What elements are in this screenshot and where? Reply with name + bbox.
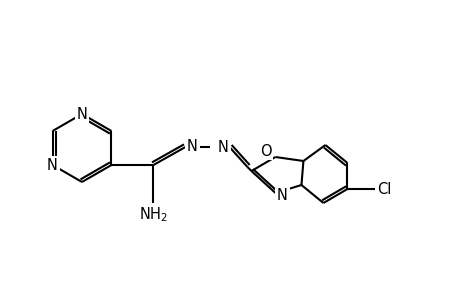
Text: Cl: Cl bbox=[377, 182, 391, 196]
Text: N: N bbox=[218, 140, 229, 154]
Text: N: N bbox=[276, 188, 287, 203]
Text: NH$_2$: NH$_2$ bbox=[139, 205, 168, 224]
Text: N: N bbox=[187, 139, 197, 154]
Text: N: N bbox=[76, 106, 87, 122]
Text: O: O bbox=[259, 143, 271, 158]
Text: N: N bbox=[47, 158, 58, 172]
